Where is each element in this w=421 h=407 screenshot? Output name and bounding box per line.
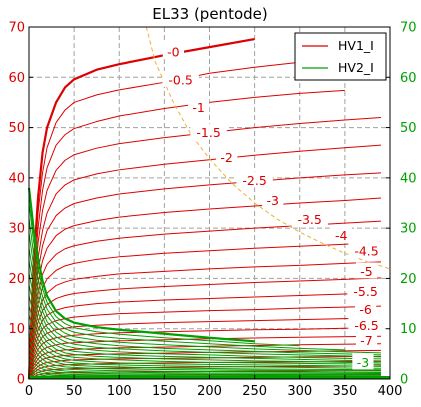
screen-curve <box>28 364 381 377</box>
screen-curve <box>28 353 381 374</box>
plate-curve <box>28 172 381 380</box>
curve-label-background <box>162 43 184 60</box>
chart-title: EL33 (pentode) <box>152 5 267 23</box>
curve-labels: -0-0.5-1-1.5-2-2.5-3-3.5-4-4.5-5-5.5-6-6… <box>162 43 385 370</box>
curve-label-background <box>262 191 284 208</box>
plate-curve <box>28 277 381 380</box>
curve-label: -2.5 <box>242 173 266 188</box>
max-dissipation-line <box>145 26 391 270</box>
x-tick-label: 0 <box>25 384 33 399</box>
curve-label-background <box>216 148 238 165</box>
y-tick-label-left: 40 <box>8 171 25 186</box>
curve-label: -2 <box>220 150 232 165</box>
screen-curve <box>27 187 255 343</box>
curve-label: -4 <box>335 228 348 243</box>
x-tick-label: 400 <box>378 384 403 399</box>
y-tick-label-right: 40 <box>400 171 417 186</box>
curve-label: -0.5 <box>168 72 192 87</box>
x-tick-label: 300 <box>287 384 312 399</box>
y-tick-label-right: 30 <box>400 222 417 237</box>
curve-label: -7 <box>360 333 372 348</box>
y-tick-label-left: 20 <box>8 272 25 287</box>
screen-curve <box>28 315 381 367</box>
plate-curve <box>28 305 381 380</box>
curve-label-background <box>330 226 352 243</box>
curve-label-background <box>352 353 374 370</box>
legend-label-hv2-i: HV2_I <box>338 60 374 75</box>
y-tick-label-left: 70 <box>8 21 25 36</box>
curve-label: -6.5 <box>354 318 378 333</box>
curve-label: -5 <box>360 264 372 279</box>
curve-label: -1.5 <box>196 125 220 140</box>
legend-box <box>294 32 387 81</box>
screen-curve <box>28 260 381 358</box>
screen-curve <box>28 284 381 362</box>
plate-curve <box>28 349 381 380</box>
screen-curve <box>28 340 381 372</box>
curve-label: -4.5 <box>354 243 378 258</box>
curve-label: -3.5 <box>297 212 321 227</box>
curve-label-background <box>347 282 384 299</box>
screen-curve <box>28 324 381 369</box>
x-tick-label: 250 <box>242 384 267 399</box>
plate-curve <box>28 144 382 380</box>
curve-label-background <box>190 123 227 140</box>
y-tick-label-right: 50 <box>400 121 417 136</box>
x-tick-label: 50 <box>66 384 83 399</box>
screen-curve <box>28 233 381 354</box>
plate-curve <box>28 89 345 380</box>
screen-curve <box>28 295 381 364</box>
curve-label-background <box>188 98 210 115</box>
screen-curve <box>28 273 381 360</box>
y-tick-label-left: 50 <box>8 121 25 136</box>
y-tick-label-right: 0 <box>400 373 408 388</box>
x-tick-label: 150 <box>152 384 177 399</box>
curve-label: -6 <box>359 302 372 317</box>
curve-label: -3 <box>266 193 278 208</box>
plate-curve <box>28 61 300 380</box>
curve-label: -0 <box>167 45 180 60</box>
plate-curve <box>28 117 382 380</box>
curve-label: -5.5 <box>353 284 377 299</box>
curve-label-background <box>162 70 199 87</box>
curve-label-background <box>348 316 385 333</box>
y-tick-label-left: 30 <box>8 222 25 237</box>
legend: HV1_I HV2_I <box>294 32 387 81</box>
curve-label-background <box>348 241 385 258</box>
x-tick-label: 200 <box>197 384 222 399</box>
y-tick-label-left: 60 <box>8 71 25 86</box>
plate-curve <box>28 343 381 380</box>
y-tick-label-left: 10 <box>8 322 25 337</box>
y-tick-label-right: 10 <box>400 322 417 337</box>
screen-curve <box>28 305 381 365</box>
curve-label-background <box>355 262 378 279</box>
plate-curve <box>28 261 381 380</box>
screen-curve <box>28 202 300 347</box>
curve-label-background <box>291 210 328 227</box>
y-tick-label-right: 70 <box>400 21 417 36</box>
curve-label-background <box>355 331 378 348</box>
x-tick-label: 100 <box>107 384 132 399</box>
curve-label-background <box>236 171 273 188</box>
y-tick-label-left: 0 <box>17 373 25 388</box>
screen-curve <box>28 218 345 351</box>
screen-curve <box>28 333 381 371</box>
y-tick-label-right: 20 <box>400 272 417 287</box>
screen-curve <box>28 359 381 376</box>
curve-label: -3 <box>357 355 369 370</box>
screen-curves <box>27 187 390 380</box>
plate-curve <box>28 220 381 380</box>
y-tick-label-right: 60 <box>400 71 417 86</box>
curve-label-background <box>355 300 377 317</box>
screen-curve <box>28 347 381 373</box>
legend-label-hv1-i: HV1_I <box>338 38 374 53</box>
curve-label: -1 <box>192 100 204 115</box>
screen-curve <box>28 248 381 356</box>
x-tick-label: 350 <box>332 384 357 399</box>
max-dissipation-curve <box>145 26 391 270</box>
